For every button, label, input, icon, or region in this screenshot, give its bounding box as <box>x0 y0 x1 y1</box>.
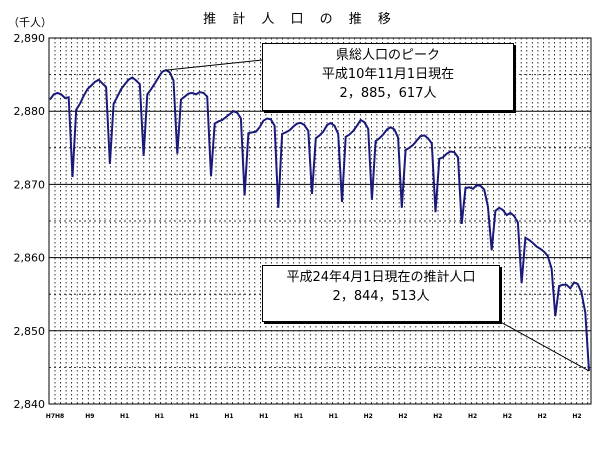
x-tick-label: H1 <box>329 413 338 420</box>
x-tick-label: H1 <box>120 413 129 420</box>
latest-callout: 平成24年4月1日現在の推計人口 2，844，513人 <box>262 265 500 322</box>
peak-callout-line2: 平成10年11月1日現在 <box>321 67 455 82</box>
x-tick-label: H2 <box>503 413 512 420</box>
x-tick-label: H1 <box>259 413 268 420</box>
x-tick-label: H7H8 <box>46 413 64 420</box>
x-axis-tick-labels: H7H8 H9 H1 H1 H1 H1 H1 H1 H1 H2 H2 H2 H2 H2 H2 H2 <box>46 413 582 420</box>
plot-frame <box>48 37 592 405</box>
y-tick-label: 2,860 <box>14 252 46 265</box>
x-tick-label: H1 <box>224 413 233 420</box>
x-tick-label: H2 <box>364 413 373 420</box>
peak-callout-line3: 2，885，617人 <box>339 86 437 101</box>
y-axis-unit-label: （千人） <box>8 16 52 29</box>
latest-callout-leader-line <box>496 319 590 372</box>
x-tick-label: H1 <box>190 413 199 420</box>
y-tick-label: 2,840 <box>14 398 46 411</box>
chart-title: 推 計 人 口 の 推 移 <box>203 12 397 27</box>
x-tick-label: H2 <box>572 413 581 420</box>
x-tick-label: H2 <box>468 413 477 420</box>
peak-callout-leader-line <box>165 59 263 71</box>
y-tick-label: 2,870 <box>14 178 46 191</box>
x-tick-label: H1 <box>294 413 303 420</box>
peak-callout: 県総人口のピーク 平成10年11月1日現在 2，885，617人 <box>262 43 514 111</box>
y-tick-label: 2,880 <box>14 105 46 118</box>
x-tick-label: H2 <box>433 413 442 420</box>
y-axis-tick-labels: 2,840 2,850 2,860 2,870 2,880 2,890 <box>14 32 46 411</box>
y-tick-label: 2,890 <box>14 32 46 45</box>
x-tick-label: H2 <box>398 413 407 420</box>
x-tick-label: H1 <box>155 413 164 420</box>
y-tick-label: 2,850 <box>14 325 46 338</box>
x-tick-label: H9 <box>85 413 94 420</box>
peak-callout-line1: 県総人口のピーク <box>335 48 440 63</box>
latest-callout-line1: 平成24年4月1日現在の推計人口 <box>286 270 476 285</box>
x-tick-label: H2 <box>538 413 547 420</box>
population-line <box>49 68 590 372</box>
latest-callout-line2: 2，844，513人 <box>332 289 430 304</box>
